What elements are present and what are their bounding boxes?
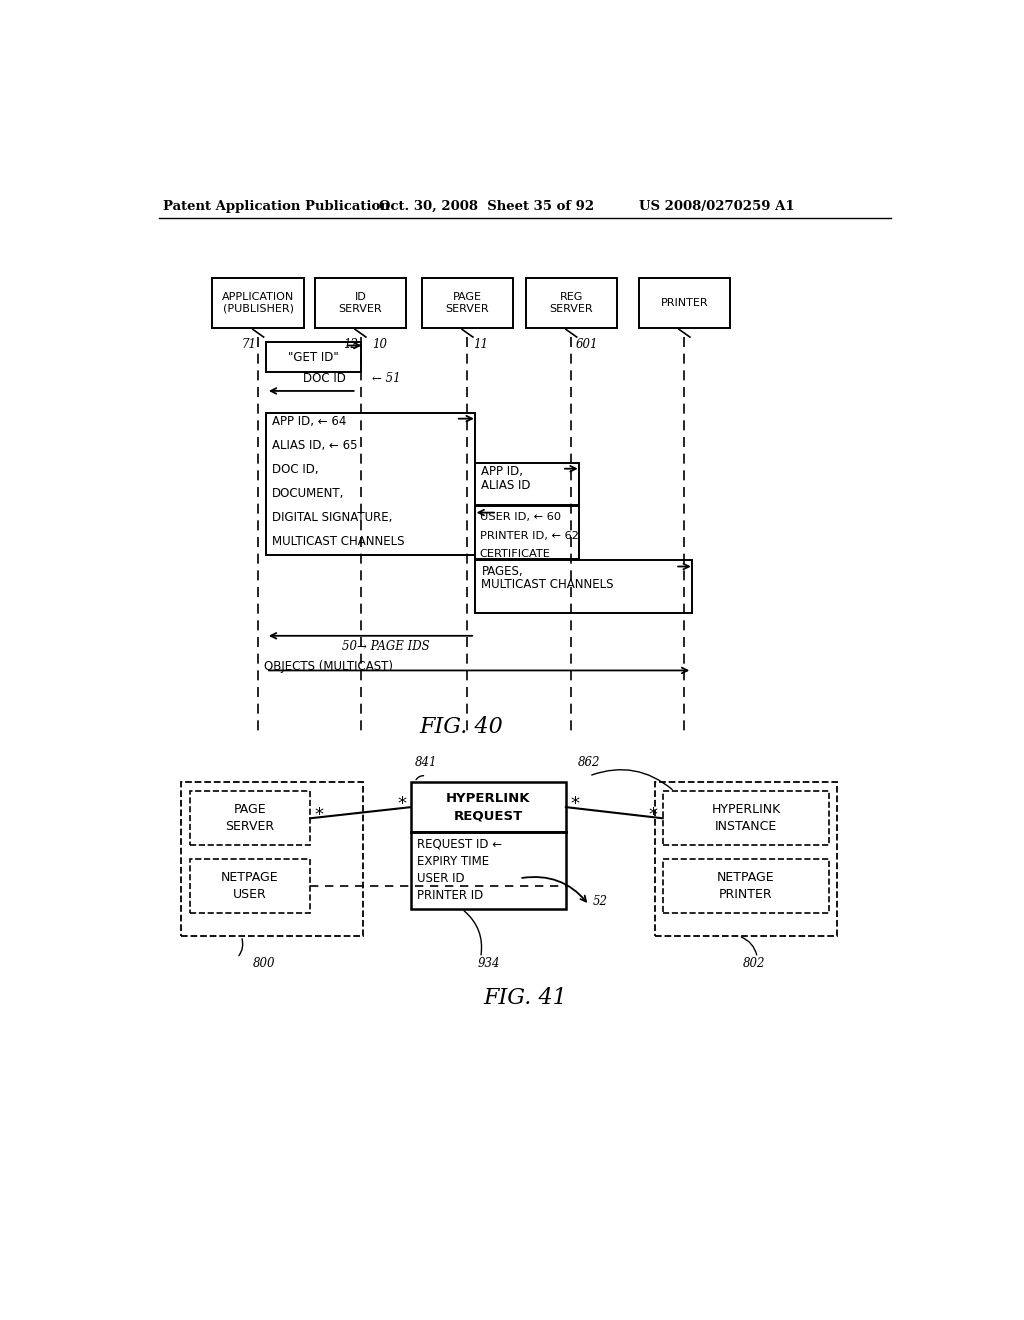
Text: DIGITAL SIGNATURE,: DIGITAL SIGNATURE,: [272, 511, 392, 524]
Text: HYPERLINK
INSTANCE: HYPERLINK INSTANCE: [712, 804, 780, 833]
Bar: [190, 792, 310, 845]
Bar: [190, 859, 310, 913]
Bar: [655, 781, 838, 936]
Text: Oct. 30, 2008  Sheet 35 of 92: Oct. 30, 2008 Sheet 35 of 92: [379, 199, 594, 213]
Text: 12: 12: [343, 338, 358, 351]
Bar: [266, 412, 475, 554]
Text: *: *: [649, 807, 658, 824]
Text: PRINTER ID: PRINTER ID: [417, 888, 483, 902]
Bar: [411, 832, 566, 909]
Text: *: *: [315, 807, 324, 824]
Text: APP ID,: APP ID,: [481, 465, 523, 478]
Text: APPLICATION
(PUBLISHER): APPLICATION (PUBLISHER): [222, 292, 294, 314]
Text: OBJECTS (MULTICAST): OBJECTS (MULTICAST): [264, 660, 393, 673]
Text: ALIAS ID, ← 65: ALIAS ID, ← 65: [272, 440, 357, 453]
Text: *: *: [570, 795, 580, 813]
Text: 802: 802: [742, 957, 765, 970]
Text: PRINTER ID, ← 62: PRINTER ID, ← 62: [480, 531, 579, 541]
Text: "GET ID": "GET ID": [288, 351, 339, 363]
Text: NETPAGE
PRINTER: NETPAGE PRINTER: [717, 871, 775, 902]
Text: 71: 71: [241, 338, 256, 351]
Text: MULTICAST CHANNELS: MULTICAST CHANNELS: [272, 535, 404, 548]
Text: HYPERLINK
REQUEST: HYPERLINK REQUEST: [446, 792, 530, 822]
Text: PRINTER: PRINTER: [660, 298, 709, 308]
Text: PAGE
SERVER: PAGE SERVER: [225, 804, 274, 833]
Bar: [475, 560, 692, 612]
Text: NETPAGE
USER: NETPAGE USER: [221, 871, 279, 902]
Text: 10: 10: [372, 338, 387, 351]
Text: EXPIRY TIME: EXPIRY TIME: [417, 855, 489, 869]
Text: REG
SERVER: REG SERVER: [550, 292, 593, 314]
Text: PAGES,: PAGES,: [481, 565, 523, 578]
Text: Patent Application Publication: Patent Application Publication: [164, 199, 390, 213]
Text: ALIAS ID: ALIAS ID: [481, 479, 530, 492]
Text: 50→ PAGE IDS: 50→ PAGE IDS: [342, 640, 430, 653]
Bar: [663, 792, 829, 845]
Text: 52: 52: [593, 895, 608, 908]
Text: US 2008/0270259 A1: US 2008/0270259 A1: [639, 199, 795, 213]
Text: 862: 862: [578, 756, 600, 770]
Text: 800: 800: [253, 957, 275, 970]
Text: DOCUMENT,: DOCUMENT,: [272, 487, 344, 500]
Text: 934: 934: [477, 957, 500, 970]
Text: DOC ID: DOC ID: [303, 372, 346, 385]
Bar: [411, 781, 566, 832]
Bar: [639, 277, 730, 327]
Text: USER ID: USER ID: [417, 871, 465, 884]
Text: USER ID, ← 60: USER ID, ← 60: [480, 512, 561, 523]
Bar: [525, 277, 617, 327]
Text: 841: 841: [415, 756, 437, 770]
Bar: [475, 462, 579, 506]
Bar: [663, 859, 829, 913]
Text: DOC ID,: DOC ID,: [272, 463, 318, 477]
Bar: [314, 277, 407, 327]
Text: PAGE
SERVER: PAGE SERVER: [445, 292, 489, 314]
Text: *: *: [397, 795, 407, 813]
Text: MULTICAST CHANNELS: MULTICAST CHANNELS: [481, 578, 614, 591]
Text: 601: 601: [575, 338, 598, 351]
Bar: [180, 781, 362, 936]
Text: CERTIFICATE: CERTIFICATE: [480, 549, 551, 560]
Text: ← 51: ← 51: [372, 372, 400, 385]
Text: FIG. 41: FIG. 41: [483, 987, 566, 1008]
Text: 11: 11: [474, 338, 488, 351]
Text: REQUEST ID ←: REQUEST ID ←: [417, 838, 502, 851]
Bar: [212, 277, 304, 327]
Text: ID
SERVER: ID SERVER: [339, 292, 382, 314]
Bar: [422, 277, 513, 327]
Bar: [266, 342, 360, 372]
Text: APP ID, ← 64: APP ID, ← 64: [272, 416, 346, 428]
Bar: [475, 507, 579, 558]
Text: FIG. 40: FIG. 40: [420, 715, 503, 738]
